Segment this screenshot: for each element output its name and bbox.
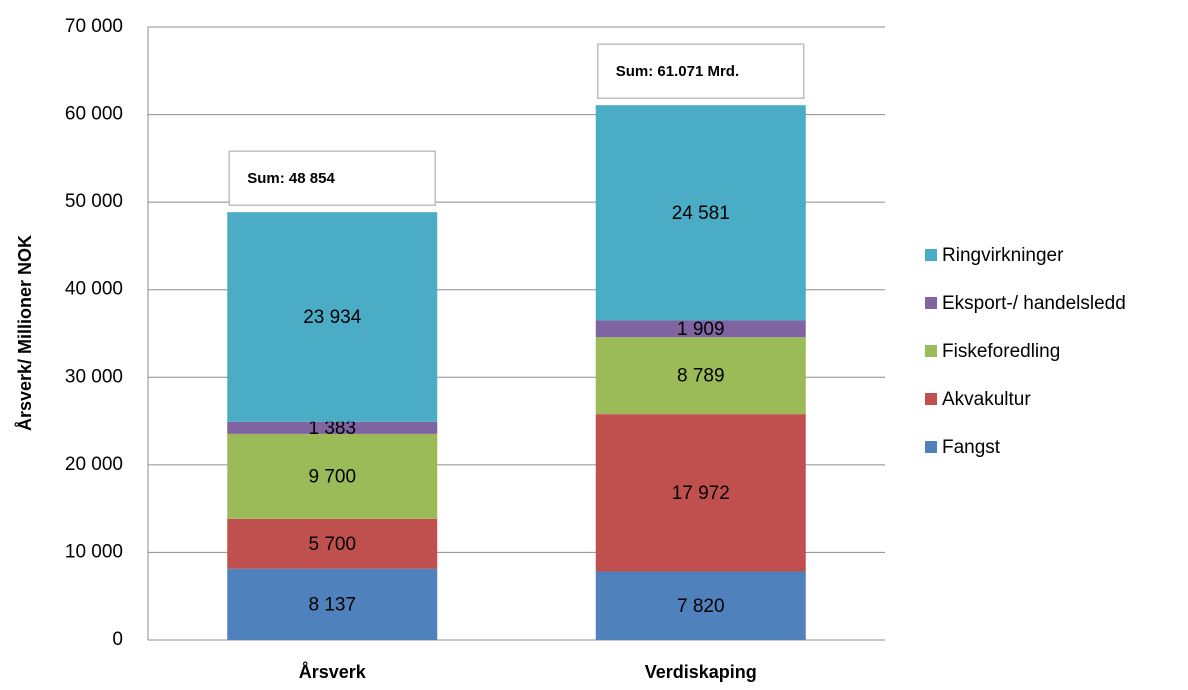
value-label: 1 383 xyxy=(308,418,356,439)
bar-segment xyxy=(227,433,438,519)
y-tick-label: 60 000 xyxy=(65,104,123,125)
bar-segment xyxy=(595,105,806,321)
y-tick-label: 70 000 xyxy=(65,16,123,37)
legend-swatch xyxy=(925,345,937,357)
y-tick-label: 40 000 xyxy=(65,279,123,300)
legend-swatch xyxy=(925,393,937,405)
value-label: 5 700 xyxy=(308,534,356,555)
legend-label: Ringvirkninger xyxy=(942,245,1064,266)
x-tick-label: Verdiskaping xyxy=(645,662,757,682)
value-label: 9 700 xyxy=(308,466,356,487)
legend-label: Fangst xyxy=(942,437,1001,458)
bar-segment xyxy=(227,518,438,569)
x-tick-label: Årsverk xyxy=(299,662,367,682)
annotation: Sum: 61.071 Mrd. xyxy=(616,63,739,80)
legend-swatch xyxy=(925,249,937,261)
legend-label: Fiskeforedling xyxy=(942,341,1060,362)
y-tick-label: 20 000 xyxy=(65,454,123,475)
legend-label: Eksport-/ handelsledd xyxy=(942,293,1126,314)
y-tick-label: 50 000 xyxy=(65,191,123,212)
value-label: 8 137 xyxy=(308,594,356,615)
y-tick-label: 0 xyxy=(112,629,123,650)
value-label: 17 972 xyxy=(672,483,730,504)
value-label: 24 581 xyxy=(672,203,730,224)
bar-segment xyxy=(227,421,438,434)
bar-segment xyxy=(595,337,806,415)
annotation-box xyxy=(228,150,436,206)
bar-segment xyxy=(595,571,806,640)
value-label: 8 789 xyxy=(677,366,725,387)
legend-swatch xyxy=(925,297,937,309)
bar-segment xyxy=(595,414,806,572)
y-tick-label: 30 000 xyxy=(65,366,123,387)
value-label: 23 934 xyxy=(303,307,362,328)
y-tick-label: 10 000 xyxy=(65,541,123,562)
y-axis-label: Årsverk/ Millioner NOK xyxy=(15,235,35,431)
value-label: 7 820 xyxy=(677,596,725,617)
legend-swatch xyxy=(925,441,937,453)
bar-segment xyxy=(227,212,438,422)
value-label: 1 909 xyxy=(677,319,725,340)
bar-segment xyxy=(595,320,806,338)
annotation-box xyxy=(597,43,805,99)
legend-label: Akvakultur xyxy=(942,389,1031,410)
annotation: Sum: 48 854 xyxy=(247,170,335,187)
bar-segment xyxy=(227,568,438,640)
